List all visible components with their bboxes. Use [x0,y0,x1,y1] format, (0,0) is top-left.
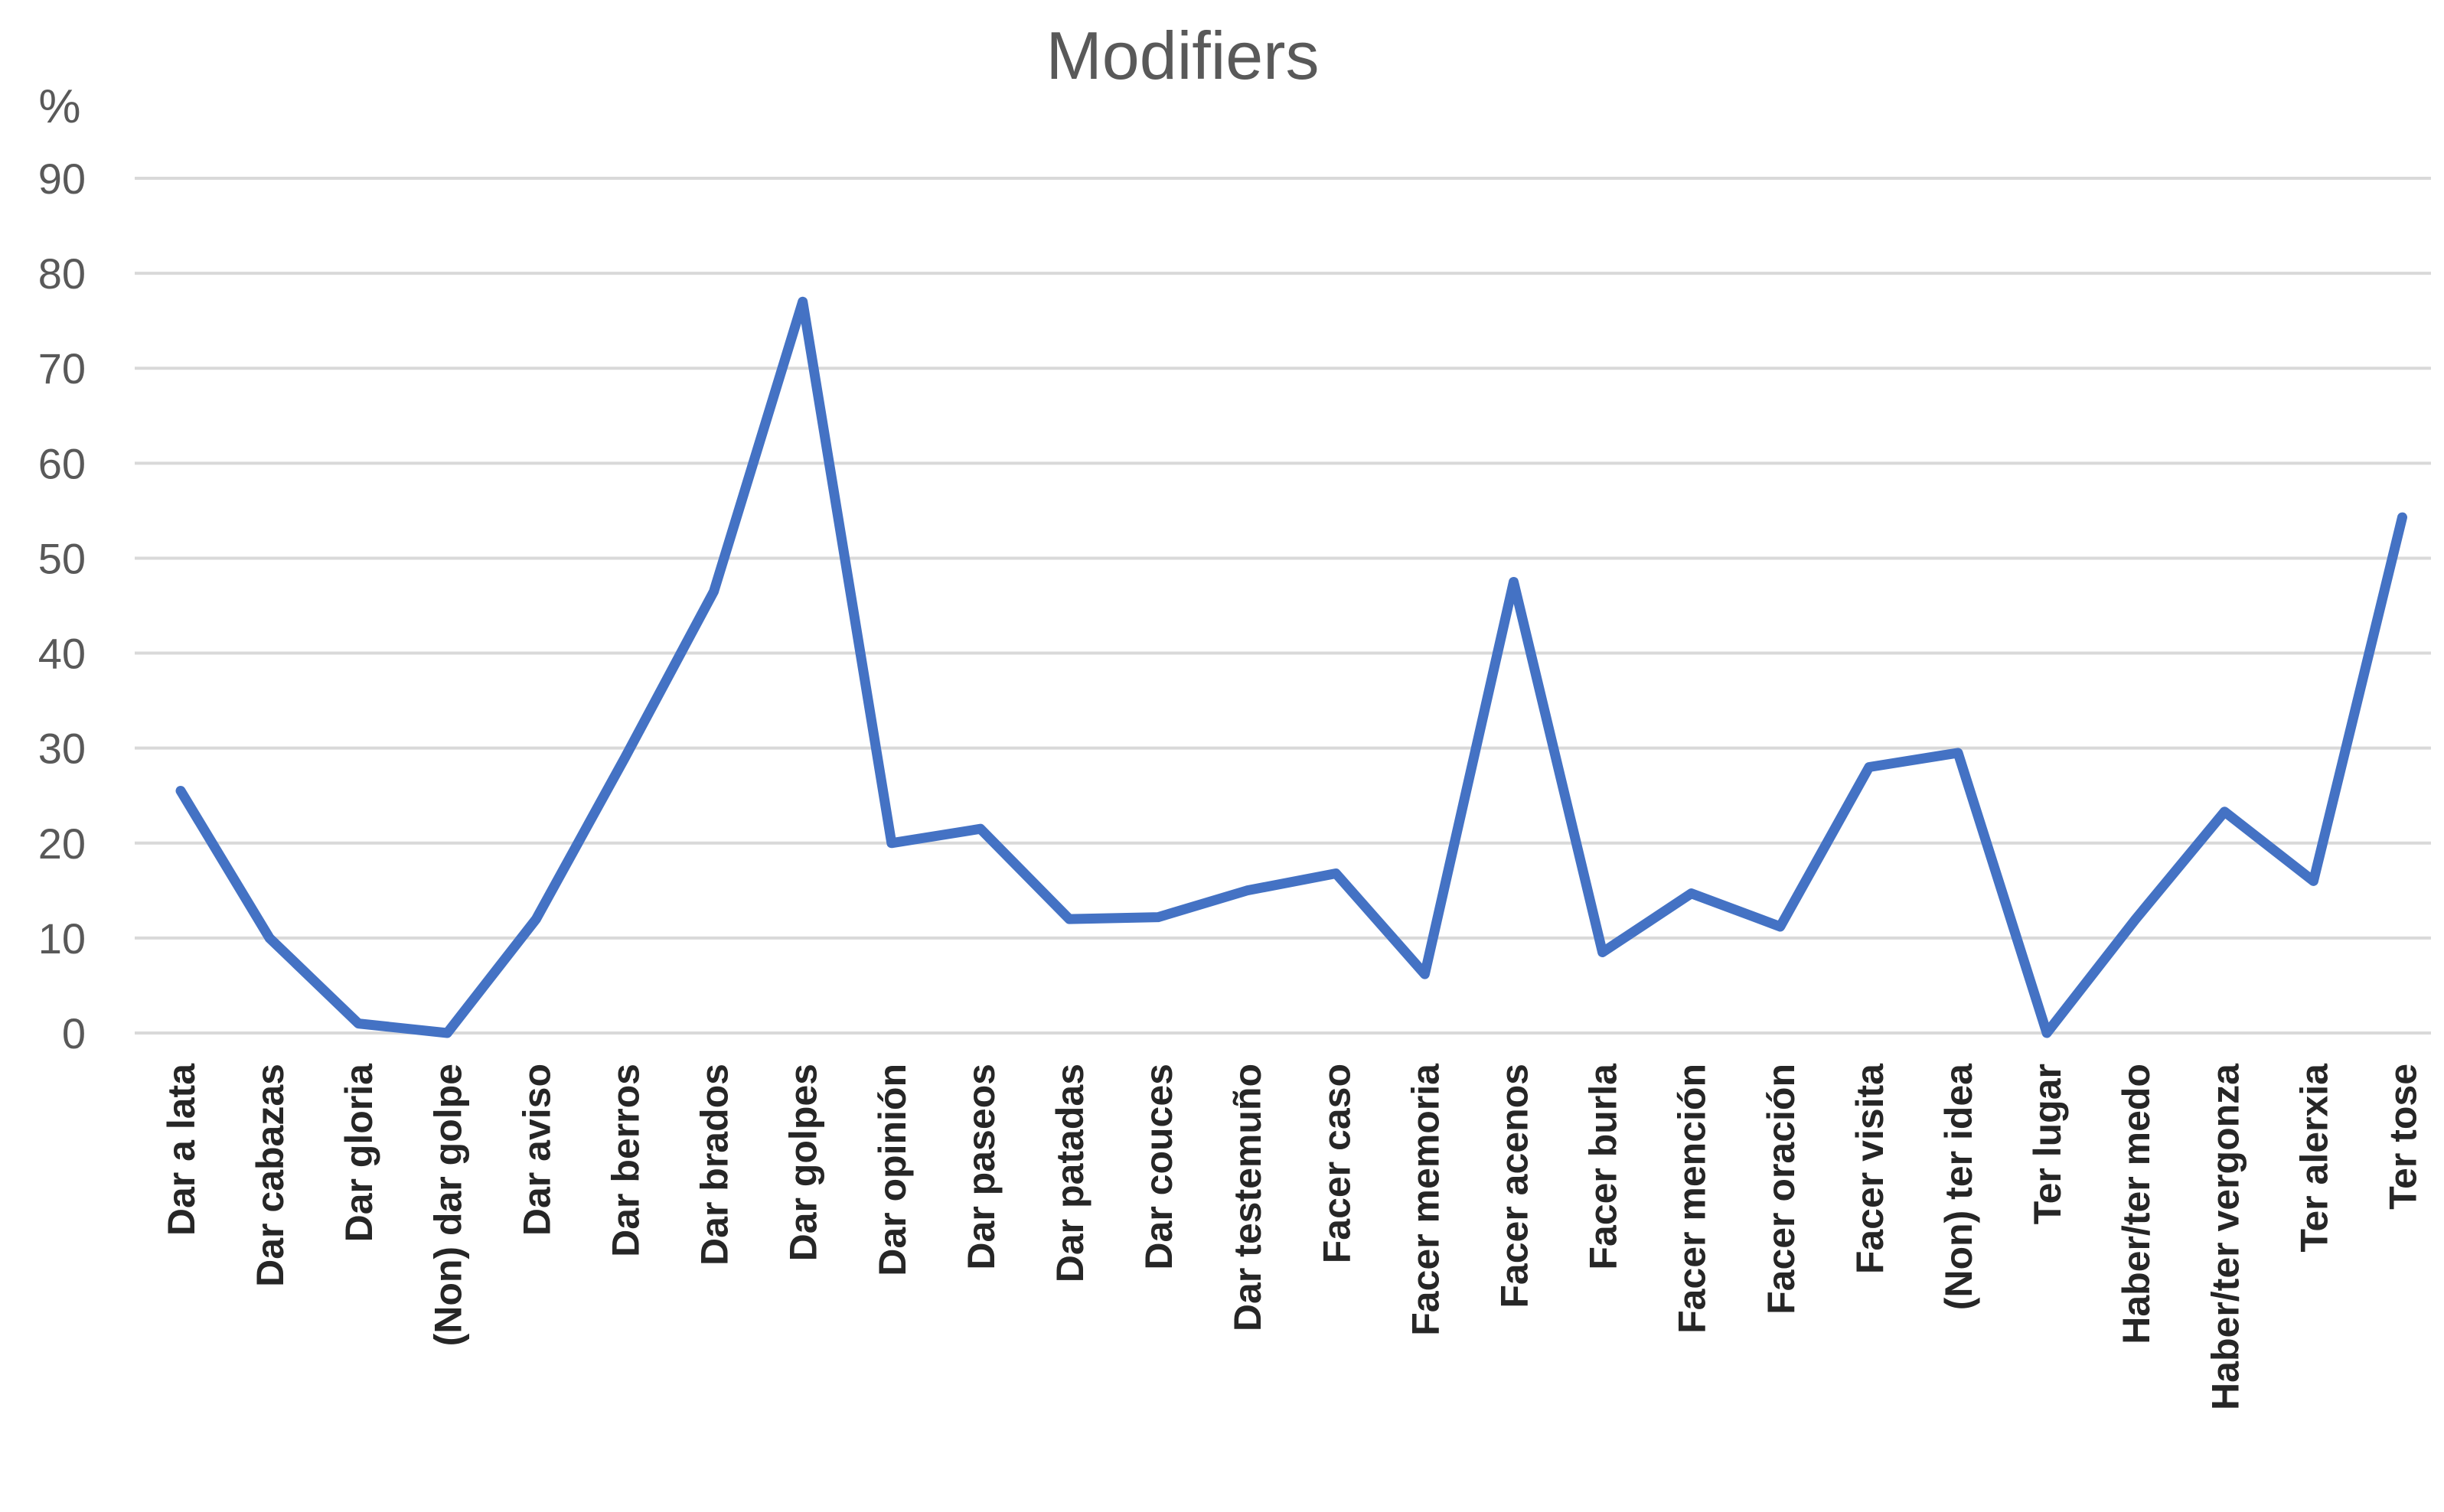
data-point [1157,917,1159,918]
data-point [891,842,892,844]
data-point [535,918,537,920]
x-tick-label: Dar couces [1137,1064,1180,1270]
x-tick-label: Facer oración [1760,1064,1803,1315]
data-point [1424,973,1425,975]
x-tick-label: (Non) ter idea [1937,1063,1980,1310]
y-tick-label: 80 [38,249,86,298]
x-tick-label: Ter tose [2382,1064,2425,1210]
data-point [980,828,981,829]
x-tick-label: Dar paseos [960,1064,1003,1270]
y-tick-label: 90 [38,155,86,203]
gridlines [135,177,2431,1035]
x-tick-label: Ter lugar [2026,1064,2069,1224]
data-point [1335,872,1336,874]
y-tick-label: 50 [38,534,86,582]
y-tick-label: 20 [38,820,86,868]
y-tick-label: 60 [38,439,86,487]
x-tick-label: Facer caso [1315,1064,1358,1263]
x-tick-label: Facer mención [1671,1064,1714,1334]
x-tick-label: Ter alerxia [2292,1063,2335,1253]
x-tick-label: Haber/ter vergonza [2204,1063,2247,1410]
x-tick-label: (Non) dar golpe [426,1064,469,1346]
data-point [357,1023,359,1025]
series-line [175,296,2407,1038]
data-point [269,937,270,939]
y-axis-ticks: 0 10 20 30 40 50 60 70 80 90 [38,155,86,1057]
x-tick-label: Dar cabazas [249,1064,292,1287]
data-point [2135,918,2136,920]
x-tick-label: Haber/ter medo [2115,1064,2158,1344]
data-point [446,1032,448,1034]
series [175,296,2407,1038]
data-point [2312,880,2314,881]
y-tick-label: 10 [38,914,86,963]
x-tick-label: Dar aviso [515,1064,558,1236]
y-tick-label: 40 [38,630,86,678]
x-axis-ticks: Dar a lata Dar cabazas Dar gloria (Non) dar… [160,1063,2425,1410]
data-point [802,301,804,302]
data-point [1069,918,1070,920]
x-tick-label: Facer acenos [1493,1064,1536,1308]
data-point [1513,581,1515,582]
x-tick-label: Facer memoria [1404,1063,1447,1336]
chart-title: Modifiers [1046,18,1320,93]
y-tick-label: 0 [62,1009,86,1057]
x-tick-label: Dar berros [605,1064,648,1257]
data-point [1780,926,1781,927]
x-tick-label: Dar gloria [338,1063,380,1243]
x-tick-label: Dar patadas [1049,1064,1091,1282]
data-point [625,757,626,758]
x-tick-label: Facer burla [1582,1063,1625,1270]
y-axis-unit-label: % [38,80,80,133]
x-tick-label: Dar brados [693,1064,736,1266]
data-point [1691,893,1692,894]
data-point [180,790,181,792]
data-point [2402,516,2403,518]
data-point [1602,952,1604,953]
x-tick-label: Dar a lata [160,1063,203,1236]
y-tick-label: 30 [38,725,86,773]
y-tick-label: 70 [38,344,86,393]
data-point [1957,752,1959,754]
x-tick-label: Facer visita [1848,1063,1891,1274]
x-tick-label: Dar golpes [782,1064,825,1261]
data-point [2046,1032,2048,1034]
data-point [713,591,715,592]
data-point [2224,811,2225,813]
data-point [1868,766,1870,767]
x-tick-label: Dar opinión [871,1064,914,1276]
data-point [1246,890,1248,891]
x-tick-label: Dar testemuño [1226,1064,1269,1331]
